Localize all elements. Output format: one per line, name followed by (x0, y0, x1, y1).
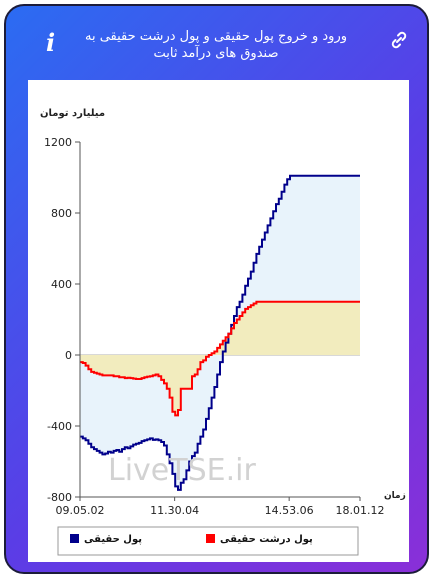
y-tick-label: -400 (47, 420, 72, 433)
card-header: i ورود و خروج پول حقیقی و پول درشت حقیقی… (6, 6, 427, 80)
y-tick-label: 800 (51, 207, 72, 220)
y-tick-label: 400 (51, 278, 72, 291)
x-tick-label: 09.05.02 (56, 504, 105, 517)
link-icon[interactable] (389, 30, 409, 50)
legend-label-real[interactable]: پول حقیقی (84, 534, 142, 545)
y-tick-label: 1200 (44, 136, 72, 149)
x-axis-label: زمان (384, 491, 406, 501)
watermark: LiveTSE.ir (108, 453, 256, 488)
card: i ورود و خروج پول حقیقی و پول درشت حقیقی… (4, 4, 429, 574)
x-tick-label: 14.53.06 (265, 504, 314, 517)
legend-swatch-real (70, 534, 79, 543)
chart: -800 -400 0 400 800 1200 09.05.02 11.30.04 14.53… (40, 108, 406, 556)
series-line (80, 300, 360, 417)
legend-swatch-large-real (206, 534, 215, 543)
legend-label-large-real[interactable]: پول درشت حقیقی (220, 534, 313, 545)
info-icon[interactable]: i (46, 28, 56, 57)
y-tick-label: -800 (47, 491, 72, 504)
legend: پول درشت حقیقی پول حقیقی (57, 526, 359, 556)
x-tick-label: 11.30.04 (150, 504, 199, 517)
x-tick-label: 18.01.12 (336, 504, 385, 517)
chart-card-title: ورود و خروج پول حقیقی و پول درشت حقیقی ب… (84, 29, 347, 61)
y-axis-label: میلیارد تومان (40, 108, 105, 119)
series-area (80, 301, 360, 416)
chart-panel: -800 -400 0 400 800 1200 09.05.02 11.30.04 14.53… (28, 80, 409, 562)
y-tick-label: 0 (65, 349, 72, 362)
series-line (80, 174, 360, 491)
series-area (80, 175, 360, 490)
